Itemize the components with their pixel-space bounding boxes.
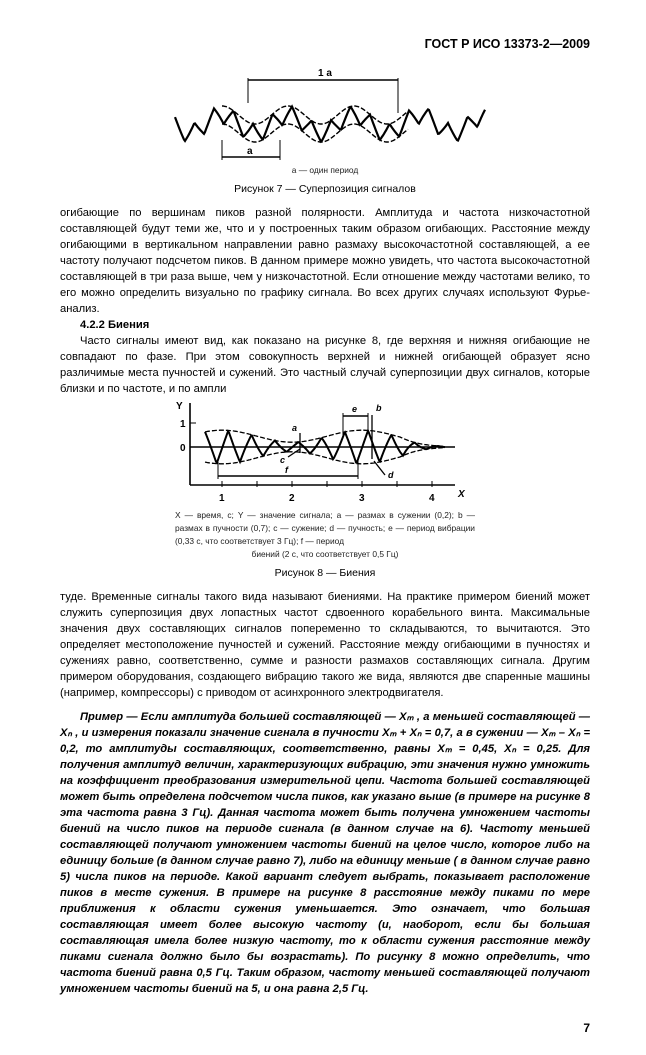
paragraph-2: Часто сигналы имеют вид, как показано на… bbox=[60, 335, 590, 395]
figure-8-caption: Рисунок 8 — Биения bbox=[274, 567, 376, 579]
signal-curve bbox=[173, 104, 486, 144]
figure-7-caption: Рисунок 7 — Суперпозиция сигналов bbox=[234, 183, 416, 195]
label-b: b bbox=[376, 403, 382, 413]
document-id-header: ГОСТ Р ИСО 13373-2—2009 bbox=[424, 37, 590, 51]
label-c: c bbox=[280, 455, 285, 465]
x-axis-label: X bbox=[457, 489, 466, 500]
pointer-c bbox=[287, 448, 301, 458]
beat-signal bbox=[204, 427, 446, 465]
label-f: f bbox=[285, 465, 289, 475]
x-tick-1: 1 bbox=[219, 493, 225, 504]
x-tick-2: 2 bbox=[289, 493, 295, 504]
example-paragraph: Пример — Если амплитуда большей составля… bbox=[60, 711, 590, 995]
label-a: a bbox=[247, 146, 253, 157]
figure-8-legend: X — время, с; Y — значение сигнала; a — … bbox=[175, 509, 475, 561]
lower-envelope bbox=[222, 123, 409, 143]
figure-8-beats: Y X 1 0 1 2 3 4 a b c d e f bbox=[176, 401, 466, 504]
y-tick-1: 1 bbox=[180, 419, 186, 430]
upper-envelope bbox=[222, 105, 409, 125]
section-heading: 4.2.2 Биения bbox=[80, 319, 150, 331]
page-number: 7 bbox=[583, 1021, 590, 1035]
label-a: a bbox=[292, 423, 297, 433]
x-tick-4: 4 bbox=[429, 493, 435, 504]
figure-8-legend-line: X — время, с; Y — значение сигнала; a — … bbox=[175, 510, 475, 546]
figure-7-legend: a — один период bbox=[291, 165, 359, 175]
y-axis-label: Y bbox=[176, 401, 183, 412]
paragraph-2-continued: туде. Временные сигналы такого вида назы… bbox=[60, 591, 590, 699]
figure-8-legend-line: биений (2 с, что соответствует 0,5 Гц) bbox=[251, 549, 399, 559]
label-1a: 1 a bbox=[318, 68, 332, 79]
lower-envelope bbox=[204, 446, 445, 465]
upper-envelope bbox=[204, 429, 445, 448]
label-d: d bbox=[388, 470, 394, 480]
figure-7-superposition: 1 a a bbox=[173, 68, 486, 160]
y-tick-0: 0 bbox=[180, 443, 186, 454]
paragraph-1: огибающие по вершинам пиков разной поляр… bbox=[60, 207, 590, 315]
label-e: e bbox=[352, 404, 357, 414]
pointer-d bbox=[373, 460, 386, 476]
x-tick-3: 3 bbox=[359, 493, 365, 504]
